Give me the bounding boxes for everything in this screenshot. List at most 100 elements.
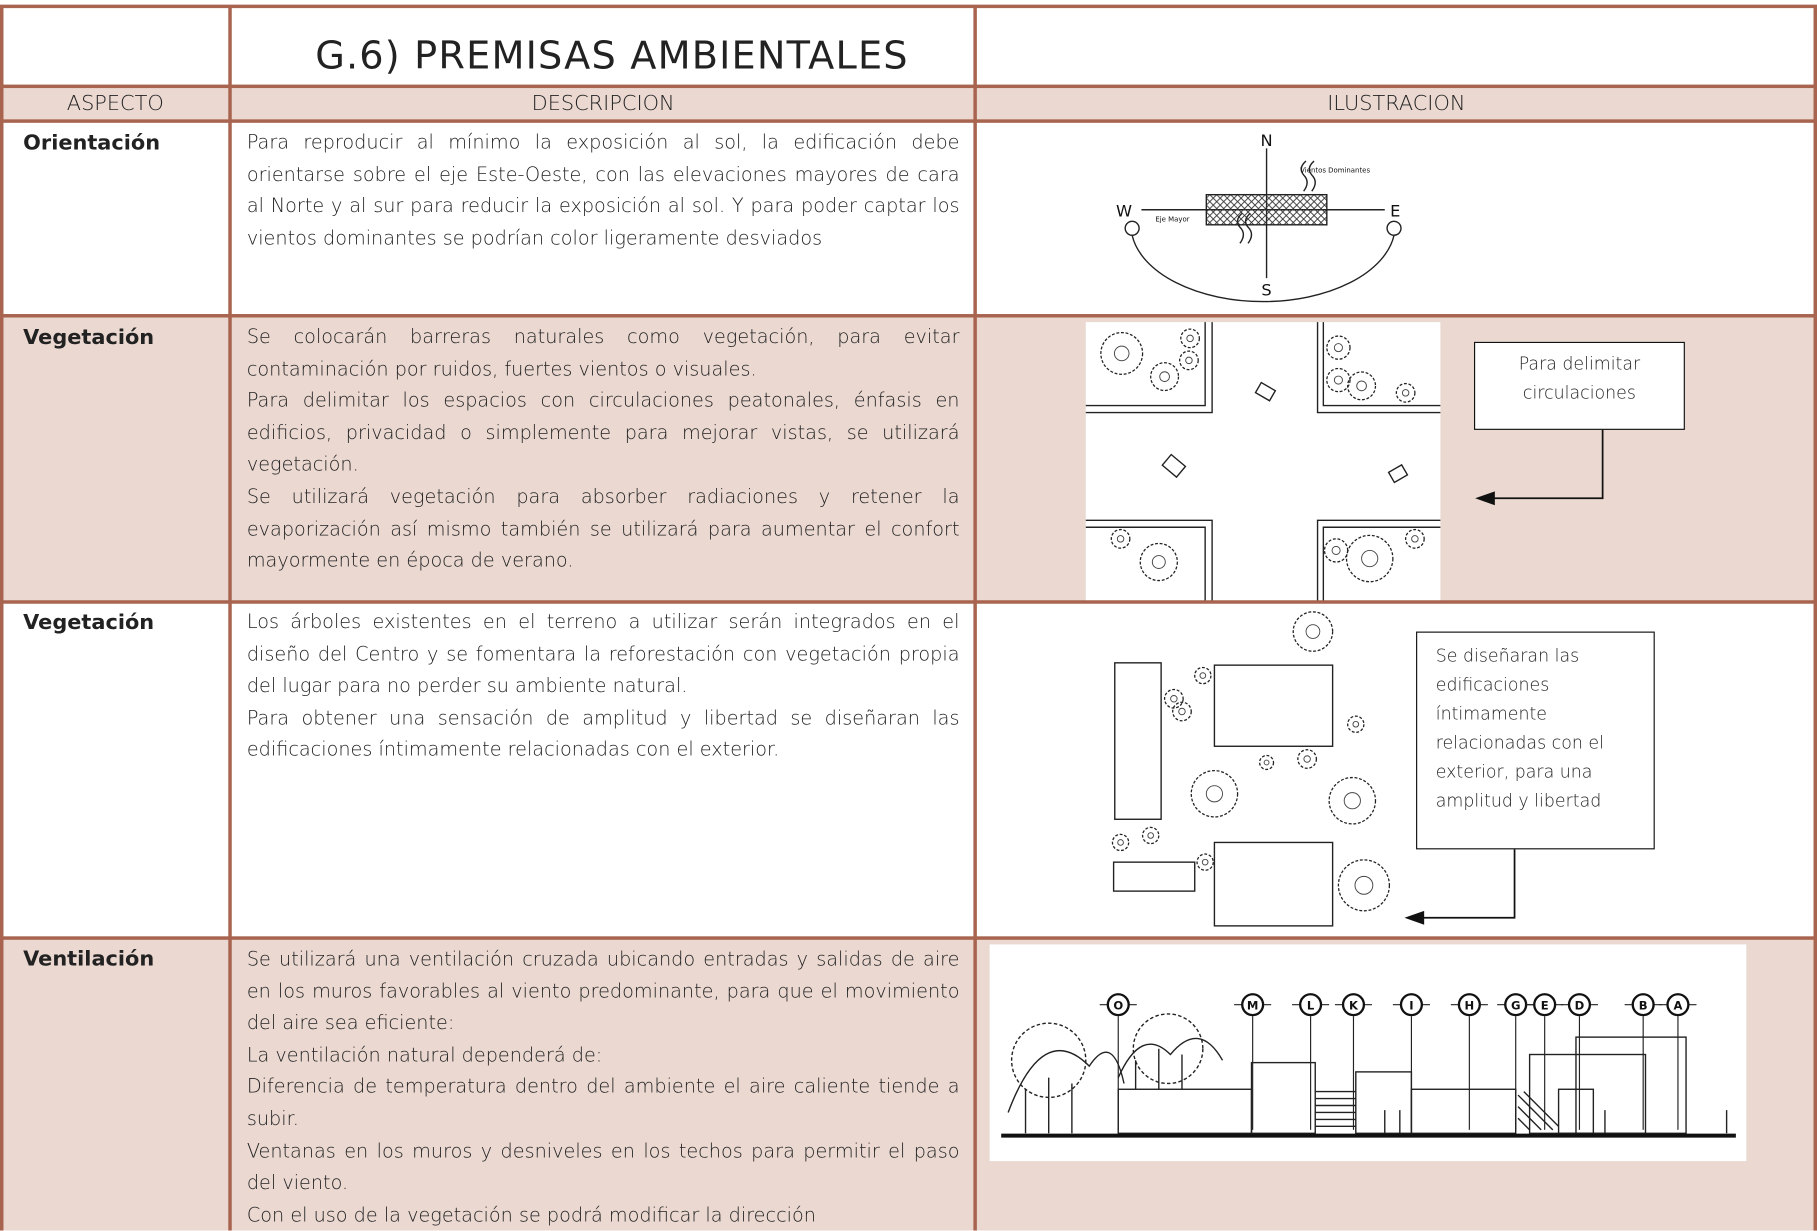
tree — [1111, 833, 1130, 852]
grid-label: K — [1349, 998, 1359, 1012]
tree — [1139, 542, 1178, 582]
arrow-head — [1475, 491, 1495, 506]
tree — [1194, 666, 1212, 685]
tree-core — [1352, 720, 1360, 728]
tree-core — [1117, 839, 1124, 846]
description: Para reproducir al mínimo la exposición … — [247, 126, 960, 254]
grid-label: G — [1511, 998, 1521, 1012]
callout-arrow — [1489, 428, 1604, 500]
rule — [0, 119, 1817, 123]
tree-core — [1170, 695, 1178, 703]
rule — [0, 4, 1817, 9]
tree-core — [1151, 555, 1166, 569]
tree — [1163, 688, 1184, 709]
grid-bubble — [1106, 993, 1130, 1017]
plan-bg — [1085, 322, 1441, 603]
description-paragraph: Los árboles existentes en el terreno a u… — [246, 610, 960, 697]
tree-core — [1185, 356, 1193, 365]
grid-label: D — [1575, 998, 1585, 1012]
page-title: G.6) PREMISAS AMBIENTALES — [315, 32, 909, 78]
description-paragraph: Se utilizará una ventilación cruzada ubi… — [246, 947, 960, 1034]
tree-core — [1401, 389, 1410, 397]
compass-south: S — [1261, 280, 1271, 299]
description-paragraph: Ventanas en los muros y desniveles en lo… — [246, 1139, 960, 1194]
description-paragraph: Para reproducir al mínimo la exposición … — [246, 130, 960, 249]
tree — [1258, 754, 1275, 771]
tree — [1150, 362, 1180, 392]
description-paragraph: Para delimitar los espacios con circulac… — [246, 389, 960, 476]
description-paragraph: Diferencia de temperatura dentro del amb… — [246, 1075, 960, 1130]
aspect-label: Ventilación — [23, 946, 155, 972]
grid-bubble — [1567, 993, 1592, 1017]
orientation-diagram — [1124, 148, 1402, 303]
tree-core — [1333, 375, 1343, 385]
tree — [1196, 853, 1214, 871]
compass-west: W — [1116, 202, 1132, 221]
arrow-head — [1404, 910, 1425, 925]
rule — [0, 5, 4, 1231]
tree — [1326, 335, 1351, 360]
tree — [1297, 749, 1318, 769]
callout-arrow — [1419, 848, 1516, 919]
tree — [1347, 715, 1365, 733]
tree-core — [1333, 343, 1343, 353]
axis-label: Eje Mayor — [1155, 215, 1189, 223]
rule — [0, 84, 1817, 89]
street-plan — [1085, 322, 1441, 603]
tree-core — [1113, 345, 1130, 362]
description-paragraph: Se utilizará vegetación para absorber ra… — [246, 485, 960, 572]
tree-core — [1205, 785, 1223, 803]
column-header: DESCRIPCION — [531, 91, 675, 116]
wind-label: Vientos Dominantes — [1300, 167, 1370, 175]
rule — [228, 5, 232, 1231]
aspect-label: Vegetación — [23, 325, 155, 350]
tree-core — [1199, 672, 1207, 679]
grid-label: I — [1409, 998, 1413, 1012]
tree-core — [1331, 545, 1341, 555]
tree — [1395, 382, 1416, 403]
callout-box: Se diseñaran las edificaciones íntimamen… — [1416, 631, 1655, 850]
description: Los árboles existentes en el terreno a u… — [247, 606, 960, 766]
grid-bubble — [1241, 993, 1265, 1017]
grid-label: O — [1113, 998, 1123, 1012]
tree-core — [1361, 549, 1379, 568]
tree-core — [1178, 707, 1186, 716]
tree — [1141, 826, 1160, 845]
aspect-label: Vegetación — [23, 610, 155, 636]
elevation-bg — [989, 944, 1747, 1162]
grid-label: E — [1541, 998, 1549, 1012]
site-plan — [1112, 662, 1334, 927]
description-paragraph: Para obtener una sensación de amplitud y… — [246, 706, 960, 761]
description-paragraph: La ventilación natural dependerá de: — [246, 1043, 603, 1066]
tree — [1404, 528, 1425, 549]
tree — [1100, 331, 1144, 375]
tree-core — [1147, 832, 1154, 839]
compass-east: E — [1390, 202, 1400, 221]
tree — [1172, 701, 1192, 722]
tree — [1180, 328, 1200, 349]
tree — [1328, 776, 1377, 825]
rule — [0, 314, 1817, 318]
tree-core — [1305, 624, 1321, 639]
grid-bubble — [1631, 993, 1655, 1017]
rule — [1813, 5, 1817, 1231]
grid-label: A — [1673, 998, 1682, 1012]
description-paragraph: Se colocarán barreras naturales como veg… — [246, 325, 960, 380]
grid-label: L — [1307, 998, 1315, 1012]
tree-core — [1354, 875, 1374, 895]
compass-north: N — [1260, 131, 1272, 150]
aspect-label: Orientación — [23, 130, 161, 156]
tree-core — [1303, 755, 1311, 763]
tree — [1345, 534, 1394, 583]
tree-core — [1343, 792, 1361, 810]
grid-bubble — [1299, 993, 1323, 1017]
tree — [1190, 769, 1239, 818]
grid-bubble — [1341, 993, 1366, 1017]
tree — [1337, 859, 1391, 912]
tree-core — [1159, 371, 1170, 382]
grid-label: B — [1639, 998, 1648, 1012]
